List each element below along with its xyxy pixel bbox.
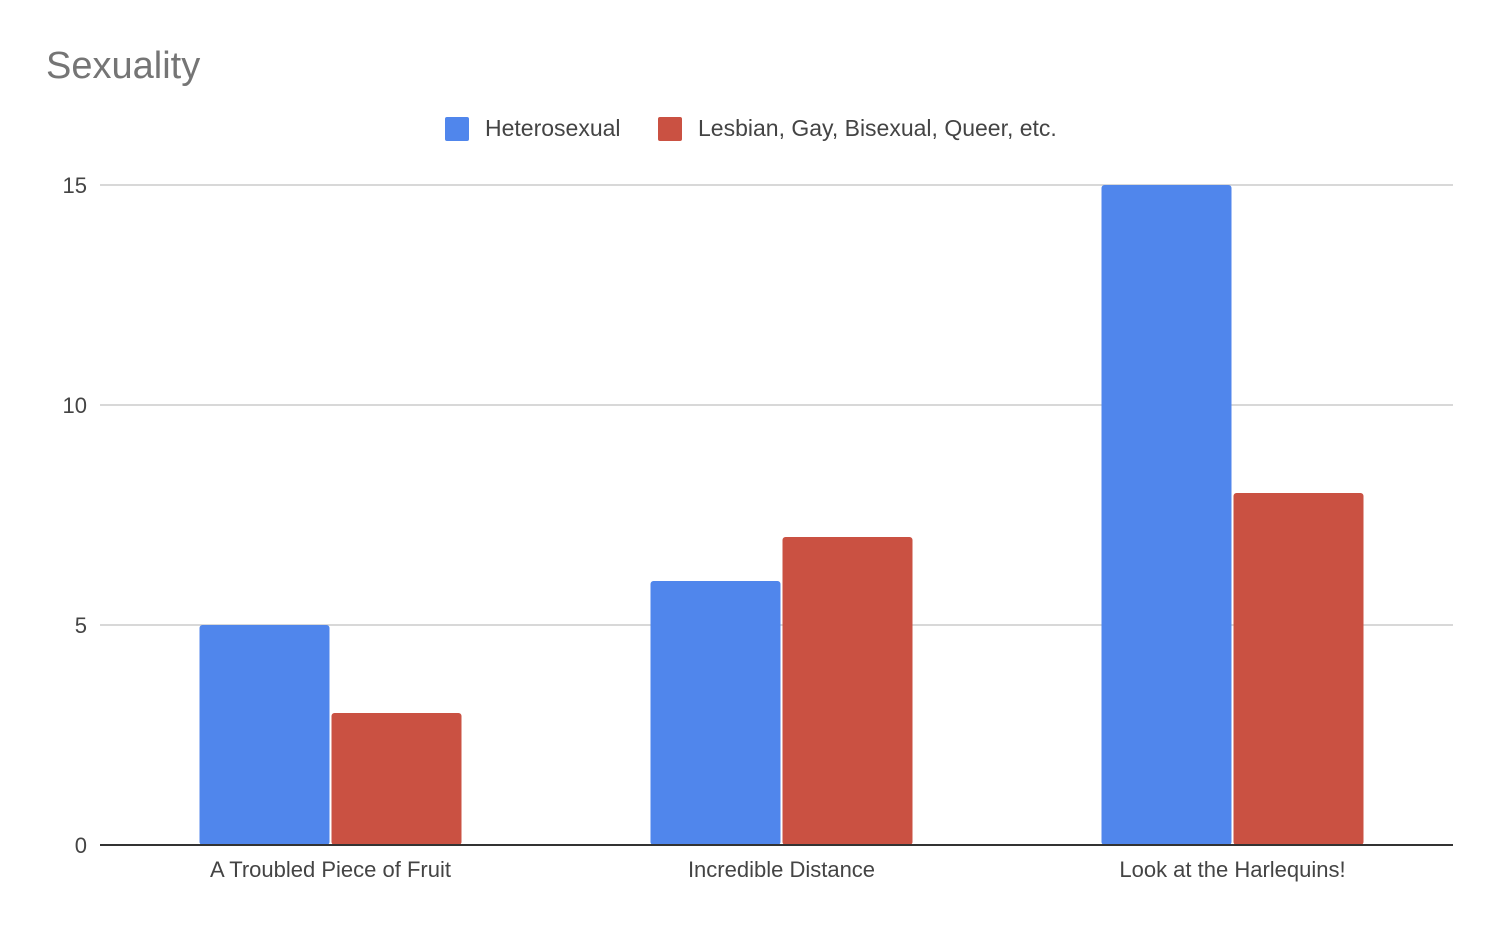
x-category-label-2: Look at the Harlequins! (1119, 857, 1345, 882)
chart-title: Sexuality (46, 45, 200, 87)
y-tick-label-10: 10 (63, 393, 87, 418)
bar-series0-cat2 (1101, 185, 1232, 845)
x-category-label-0: A Troubled Piece of Fruit (210, 857, 451, 882)
bar-series0-cat0 (199, 625, 330, 845)
bar-series1-cat0 (331, 713, 462, 845)
legend-label-lgbq: Lesbian, Gay, Bisexual, Queer, etc. (698, 115, 1057, 141)
bar-series1-cat2 (1233, 493, 1364, 845)
bar-series1-cat1 (782, 537, 913, 845)
y-tick-label-5: 5 (75, 613, 87, 638)
legend-swatch-heterosexual (445, 117, 469, 141)
y-tick-label-0: 0 (75, 833, 87, 858)
y-tick-label-15: 15 (63, 173, 87, 198)
legend: Heterosexual Lesbian, Gay, Bisexual, Que… (445, 115, 1057, 141)
legend-swatch-lgbq (658, 117, 682, 141)
x-category-label-1: Incredible Distance (688, 857, 875, 882)
bar-series0-cat1 (650, 581, 781, 845)
bars (199, 185, 1364, 845)
x-axis-labels: A Troubled Piece of Fruit Incredible Dist… (210, 857, 1346, 882)
legend-label-heterosexual: Heterosexual (485, 115, 621, 141)
y-axis-ticks: 0 5 10 15 (63, 173, 87, 858)
